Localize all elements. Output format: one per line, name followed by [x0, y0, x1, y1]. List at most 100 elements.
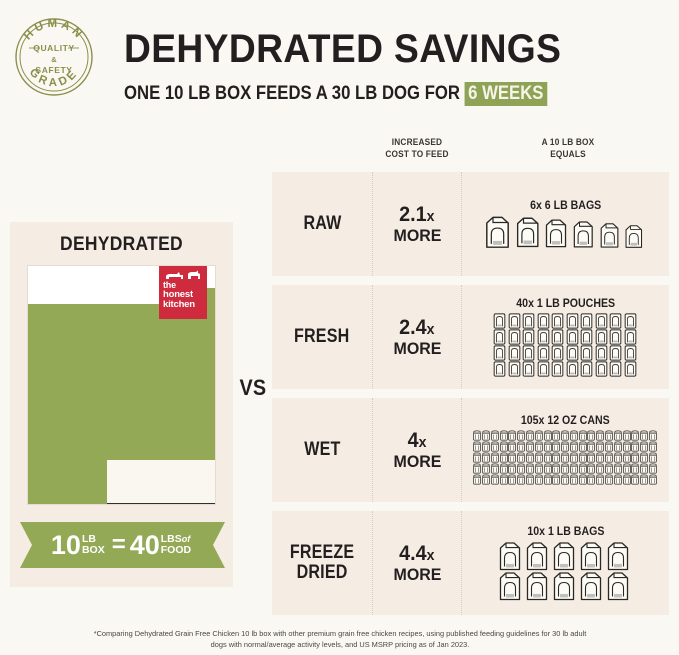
can-icon [517, 430, 525, 441]
can-icon [649, 463, 657, 474]
pouch-icon [493, 312, 506, 329]
can-icon [596, 463, 604, 474]
row-more-label: MORE [393, 338, 441, 358]
can-icon [605, 474, 613, 485]
icon-row [473, 430, 658, 441]
pouch-icon [595, 312, 607, 329]
can-icon [491, 430, 499, 441]
can-icon [517, 474, 525, 485]
box-green-step [28, 460, 107, 504]
pouch-icon [609, 360, 622, 377]
can-icon [517, 452, 525, 463]
can-icon [499, 463, 508, 474]
icon-row [493, 328, 638, 345]
can-icon [622, 452, 631, 463]
can-icon [596, 452, 604, 463]
pouch-icon [537, 344, 549, 361]
row-food-type: FRESH [272, 285, 372, 389]
can-icon [614, 452, 622, 463]
can-icon [570, 430, 578, 441]
pouch-icon [624, 344, 636, 361]
pouch-icon [609, 328, 622, 345]
can-icon [517, 441, 525, 452]
can-icon [640, 474, 648, 485]
footnote: *Comparing Dehydrated Grain Free Chicken… [93, 629, 587, 650]
can-icon [543, 474, 552, 485]
bag-icon [526, 571, 548, 600]
pouch-icon [595, 360, 607, 377]
can-icon [631, 441, 640, 452]
pouch-icon [551, 360, 564, 377]
bag-icon [553, 571, 575, 600]
can-icon [552, 474, 560, 485]
can-icon [596, 474, 604, 485]
pouch-icon [624, 312, 636, 329]
pouch-icon [609, 344, 622, 361]
row-icon-grid [473, 430, 658, 485]
dehydrated-product-panel: DEHYDRATED the honest kitchen [10, 222, 233, 587]
pouch-icon [522, 344, 535, 361]
pouch-icon [566, 344, 578, 361]
can-icon [552, 463, 560, 474]
can-icon [552, 452, 560, 463]
row-food-type-line2: DRIED [296, 562, 348, 583]
can-icon [622, 441, 631, 452]
row-visual-cell: 105x 12 OZ CANS [462, 398, 669, 502]
bag-icon [607, 541, 629, 570]
row-food-type-line1: FRESH [294, 326, 350, 348]
ribbon-unit-right-line2: FOOD [160, 544, 192, 556]
can-icon [482, 430, 490, 441]
can-icon [640, 463, 648, 474]
can-icon [535, 430, 543, 441]
pouch-icon [566, 360, 578, 377]
can-icon [649, 474, 657, 485]
column-header-cost-line1: INCREASED [391, 137, 443, 147]
pouch-icon [522, 328, 535, 345]
pouch-icon [595, 328, 607, 345]
can-icon [622, 474, 631, 485]
row-multiplier: 2.1x [399, 202, 435, 226]
ribbon-unit-right-line1: LBS [160, 532, 182, 545]
pouch-icon [508, 360, 520, 377]
can-icon [552, 441, 560, 452]
can-icon [570, 474, 578, 485]
can-icon [640, 452, 648, 463]
can-icon [578, 430, 587, 441]
ribbon-unit-left-line2: BOX [81, 544, 105, 556]
comparison-row: WET 4x MORE 105x 12 OZ CANS [272, 398, 669, 502]
bag-icon [607, 571, 629, 600]
pouch-icon [537, 312, 549, 329]
comparison-row: FREEZE DRIED 4.4x MORE 10x 1 LB BAGS [272, 511, 669, 615]
pouch-icon [566, 312, 578, 329]
pouch-icon [522, 360, 535, 377]
can-icon [482, 452, 490, 463]
can-icon [622, 430, 631, 441]
can-icon [640, 441, 648, 452]
svg-text:HUMAN: HUMAN [22, 18, 86, 42]
icon-row [473, 441, 658, 452]
icon-row [498, 571, 633, 601]
row-visual-cell: 40x 1 LB POUCHES [462, 285, 669, 389]
dog-silhouette-icon [166, 270, 200, 279]
can-icon [631, 463, 640, 474]
can-icon [535, 441, 543, 452]
row-equals-label: 40x 1 LB POUCHES [516, 297, 615, 310]
bag-icon [499, 571, 521, 600]
can-icon [473, 463, 481, 474]
ribbon-unit-right: LBSof FOOD [160, 532, 192, 556]
logo-line2: honest [163, 289, 193, 301]
human-grade-seal-icon: HUMAN GRADE QUALITY & SAFETY [15, 18, 93, 96]
bag-icon [600, 223, 619, 248]
can-icon [596, 430, 604, 441]
can-icon [587, 474, 596, 485]
pouch-icon [551, 328, 564, 345]
bag-icon [546, 219, 567, 248]
row-cost-cell: 4.4x MORE [372, 511, 462, 615]
row-more-label: MORE [393, 225, 441, 245]
can-icon [491, 463, 499, 474]
column-header-equals-line1: A 10 LB BOX [541, 137, 595, 147]
icon-row [493, 312, 638, 329]
can-icon [526, 430, 534, 441]
bag-icon [580, 571, 602, 600]
can-icon [605, 441, 613, 452]
